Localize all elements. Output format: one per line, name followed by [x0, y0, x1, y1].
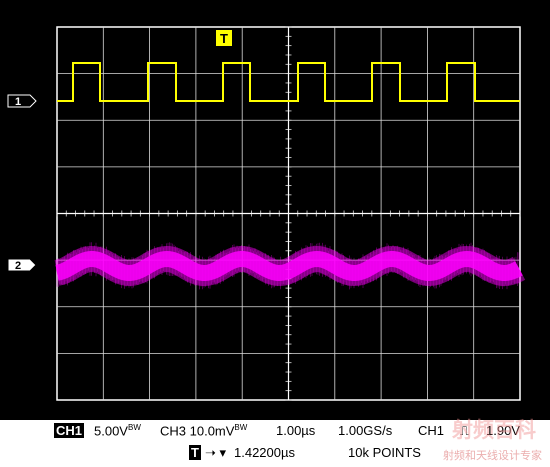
ch3-scale: CH3 10.0mVBW [160, 423, 248, 439]
timebase: 1.00µs [276, 423, 316, 438]
status-line-2: T ➝ ▾ 1.42200µs 10k POINTS [0, 443, 550, 463]
channel-1-waveform [57, 62, 520, 102]
oscilloscope-display: T 1 2 [0, 0, 550, 420]
trigger-level: 1.90V [486, 423, 520, 438]
ch1-scale: 5.00VBW [94, 423, 141, 439]
status-line-1: CH1 5.00VBW CH3 10.0mVBW 1.00µs 1.00GS/s… [0, 421, 550, 441]
watermark-text: 射频和天线设计专家 [443, 450, 542, 462]
trigger-position-arrow-icon: ➝ ▾ [205, 445, 227, 460]
sample-rate: 1.00GS/s [338, 423, 393, 438]
channel-2-marker-label: 2 [15, 260, 21, 272]
channel-2-waveform [54, 242, 526, 290]
channel-2-marker[interactable]: 2 [7, 258, 37, 272]
trigger-source: CH1 [418, 423, 445, 438]
trigger-slope-icon: ⎍ [460, 423, 470, 438]
ch1-box-label: CH1 [54, 423, 85, 438]
channel-1-marker[interactable]: 1 [7, 94, 37, 108]
graticule [56, 26, 521, 401]
trigger-marker-label: T [220, 31, 228, 46]
record-length: 10k POINTS [348, 445, 421, 460]
watermark-logo: 射频百科 [452, 419, 536, 442]
trigger-marker[interactable]: T [216, 30, 232, 46]
channel-1-marker-label: 1 [15, 96, 21, 108]
screen-background [0, 0, 550, 420]
trigger-position: 1.42200µs [234, 445, 295, 460]
trigger-position-box: T [189, 445, 201, 460]
